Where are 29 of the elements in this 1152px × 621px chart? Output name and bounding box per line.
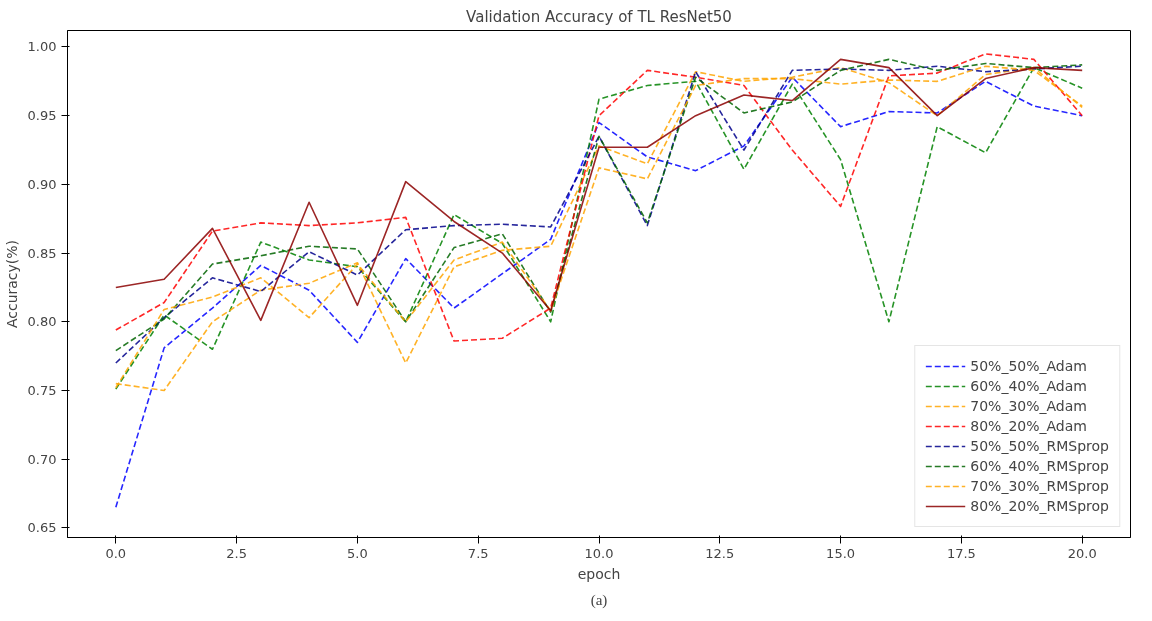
x-tick-label: 12.5	[705, 545, 735, 561]
y-axis-title: Accuracy(%)	[3, 239, 20, 329]
x-axis-title: epoch	[577, 565, 621, 582]
y-tick-label: 0.90	[27, 176, 57, 192]
y-tick-label: 1.00	[27, 39, 57, 55]
legend-label: 60%_40%_Adam	[970, 377, 1087, 395]
x-tick-label: 15.0	[826, 545, 856, 561]
x-tick-label: 2.5	[226, 545, 247, 561]
x-tick-label: 7.5	[467, 545, 489, 561]
chart-title: Validation Accuracy of TL ResNet50	[466, 7, 732, 26]
legend-label: 80%_20%_RMSprop	[970, 497, 1109, 515]
legend-label: 50%_50%_Adam	[970, 357, 1087, 375]
legend-label: 50%_50%_RMSprop	[970, 437, 1109, 455]
y-tick-label: 0.80	[27, 314, 57, 330]
x-tick-label: 20.0	[1067, 545, 1097, 561]
y-tick-label: 0.70	[27, 451, 57, 467]
x-tick-label: 17.5	[946, 545, 976, 561]
y-tick-label: 0.85	[27, 245, 57, 261]
text: (a)	[590, 591, 608, 609]
x-tick-label: 0.0	[105, 545, 127, 561]
y-tick-label: 0.65	[27, 520, 57, 536]
legend-label: 80%_20%_Adam	[970, 417, 1087, 435]
x-tick-label: 5.0	[347, 545, 368, 561]
y-tick-label: 0.75	[27, 382, 57, 398]
legend-label: 70%_30%_RMSprop	[970, 477, 1109, 495]
x-tick-label: 10.0	[584, 545, 614, 561]
legend-label: 70%_30%_Adam	[970, 397, 1087, 415]
legend-label: 60%_40%_RMSprop	[970, 457, 1109, 475]
y-tick-label: 0.95	[27, 108, 57, 124]
